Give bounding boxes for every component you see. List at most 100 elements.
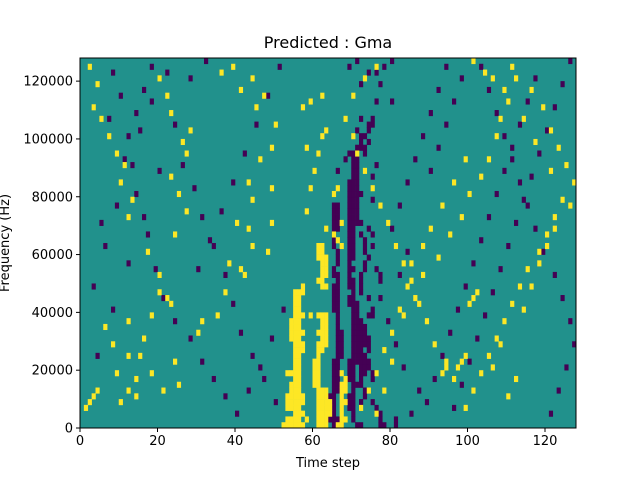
- heatmap-cell-low: [448, 329, 453, 336]
- heatmap-cell-low: [351, 214, 356, 221]
- heatmap-cell-high: [297, 318, 302, 325]
- heatmap-cell-low: [521, 196, 526, 203]
- heatmap-cell-low: [370, 115, 375, 122]
- heatmap-cell-high: [165, 295, 170, 302]
- heatmap-cell-high: [215, 312, 220, 319]
- y-tick-label: 40000: [32, 306, 73, 321]
- heatmap-cell-low: [351, 341, 356, 348]
- heatmap-cell-high: [320, 271, 325, 278]
- heatmap-cell-high: [118, 399, 123, 406]
- heatmap-cell-high: [320, 399, 325, 406]
- heatmap-cell-high: [351, 92, 356, 99]
- heatmap-cell-low: [351, 185, 356, 192]
- heatmap-cell-low: [355, 335, 360, 342]
- heatmap-cell-high: [316, 404, 321, 411]
- y-axis-label: Frequency (Hz): [0, 194, 13, 292]
- heatmap-cell-high: [320, 92, 325, 99]
- heatmap-cell-high: [514, 375, 519, 383]
- heatmap-cell-low: [351, 243, 356, 250]
- heatmap-cell-low: [359, 323, 364, 331]
- heatmap-cell-low: [242, 150, 247, 157]
- heatmap-cell-low: [347, 190, 352, 198]
- heatmap-cell-high: [114, 370, 120, 377]
- plot-frame: [79, 57, 577, 429]
- heatmap-cell-high: [111, 341, 116, 348]
- heatmap-cell-low: [262, 375, 267, 383]
- heatmap-cell-high: [285, 393, 290, 400]
- heatmap-cell-high: [184, 150, 189, 157]
- heatmap-cell-low: [219, 208, 224, 215]
- heatmap-cell-high: [471, 387, 476, 394]
- heatmap-cell-high: [362, 75, 368, 82]
- heatmap-cell-low: [331, 404, 337, 411]
- heatmap-cell-low: [347, 237, 352, 244]
- heatmap-cell-low: [378, 416, 383, 423]
- heatmap-cell-low: [335, 341, 340, 348]
- heatmap-cell-high: [533, 138, 538, 146]
- heatmap-cell-high: [320, 248, 325, 255]
- heatmap-cell-low: [351, 208, 356, 215]
- heatmap-cell-high: [289, 416, 294, 423]
- heatmap-cell-low: [436, 144, 441, 151]
- heatmap-cell-high: [293, 352, 298, 359]
- heatmap-cell-low: [351, 266, 356, 273]
- heatmap-cell-low: [335, 202, 340, 209]
- heatmap-cell-high: [339, 404, 344, 411]
- heatmap-cell-high: [521, 115, 526, 122]
- heatmap-cell-low: [126, 133, 131, 140]
- heatmap-cell-high: [560, 196, 565, 203]
- heatmap-cell-low: [355, 144, 360, 151]
- heatmap-cell-low: [351, 410, 356, 417]
- heatmap-cell-low: [335, 306, 340, 313]
- heatmap-cell-high: [289, 370, 294, 377]
- heatmap-cell-high: [541, 104, 546, 111]
- heatmap-cell-low: [355, 312, 360, 319]
- heatmap-cell-low: [362, 260, 368, 267]
- heatmap-cell-high: [173, 358, 178, 365]
- heatmap-cell-high: [258, 156, 263, 163]
- heatmap-cell-low: [335, 364, 340, 371]
- heatmap-cell-low: [362, 150, 368, 157]
- heatmap-cell-low: [479, 237, 484, 244]
- heatmap-cell-high: [300, 347, 306, 354]
- heatmap-cell-high: [529, 86, 534, 93]
- heatmap-cell-low: [347, 185, 352, 192]
- heatmap-cell-low: [250, 352, 255, 359]
- heatmap-cell-low: [463, 283, 468, 290]
- heatmap-cell-low: [173, 121, 178, 128]
- heatmap-cell-low: [351, 254, 356, 261]
- heatmap-cell-low: [475, 335, 480, 342]
- heatmap-cell-low: [366, 358, 371, 365]
- heatmap-cell-high: [440, 370, 445, 377]
- heatmap-cell-low: [502, 133, 507, 140]
- heatmap-cell-low: [351, 370, 356, 377]
- heatmap-cell-low: [331, 219, 337, 226]
- heatmap-cell-low: [541, 248, 546, 255]
- heatmap-cell-low: [359, 144, 364, 151]
- heatmap-cell-high: [339, 381, 344, 388]
- x-tick-label: 0: [76, 434, 84, 449]
- heatmap-cell-low: [138, 127, 143, 134]
- heatmap-cell-high: [297, 289, 302, 296]
- heatmap-cell-high: [486, 156, 492, 163]
- heatmap-cell-low: [211, 375, 216, 383]
- heatmap-cell-low: [355, 185, 360, 192]
- heatmap-cell-low: [347, 196, 352, 203]
- heatmap-cell-high: [324, 329, 329, 336]
- heatmap-cell-high: [552, 225, 557, 232]
- heatmap-cell-low: [142, 214, 147, 221]
- heatmap-cell-low: [335, 260, 340, 267]
- heatmap-cell-high: [324, 422, 329, 429]
- heatmap-cell-high: [312, 358, 317, 365]
- heatmap-cell-low: [374, 69, 379, 76]
- heatmap-cell-low: [142, 86, 147, 93]
- heatmap-cell-low: [277, 63, 282, 70]
- heatmap-cell-high: [459, 358, 464, 365]
- heatmap-cell-high: [370, 185, 375, 192]
- heatmap-cell-low: [335, 381, 340, 388]
- heatmap-cell-low: [331, 225, 337, 232]
- heatmap-cell-high: [316, 410, 321, 417]
- y-tick-label: 80000: [32, 190, 73, 205]
- y-tick-label: 20000: [32, 364, 73, 379]
- heatmap-cell-low: [355, 306, 360, 313]
